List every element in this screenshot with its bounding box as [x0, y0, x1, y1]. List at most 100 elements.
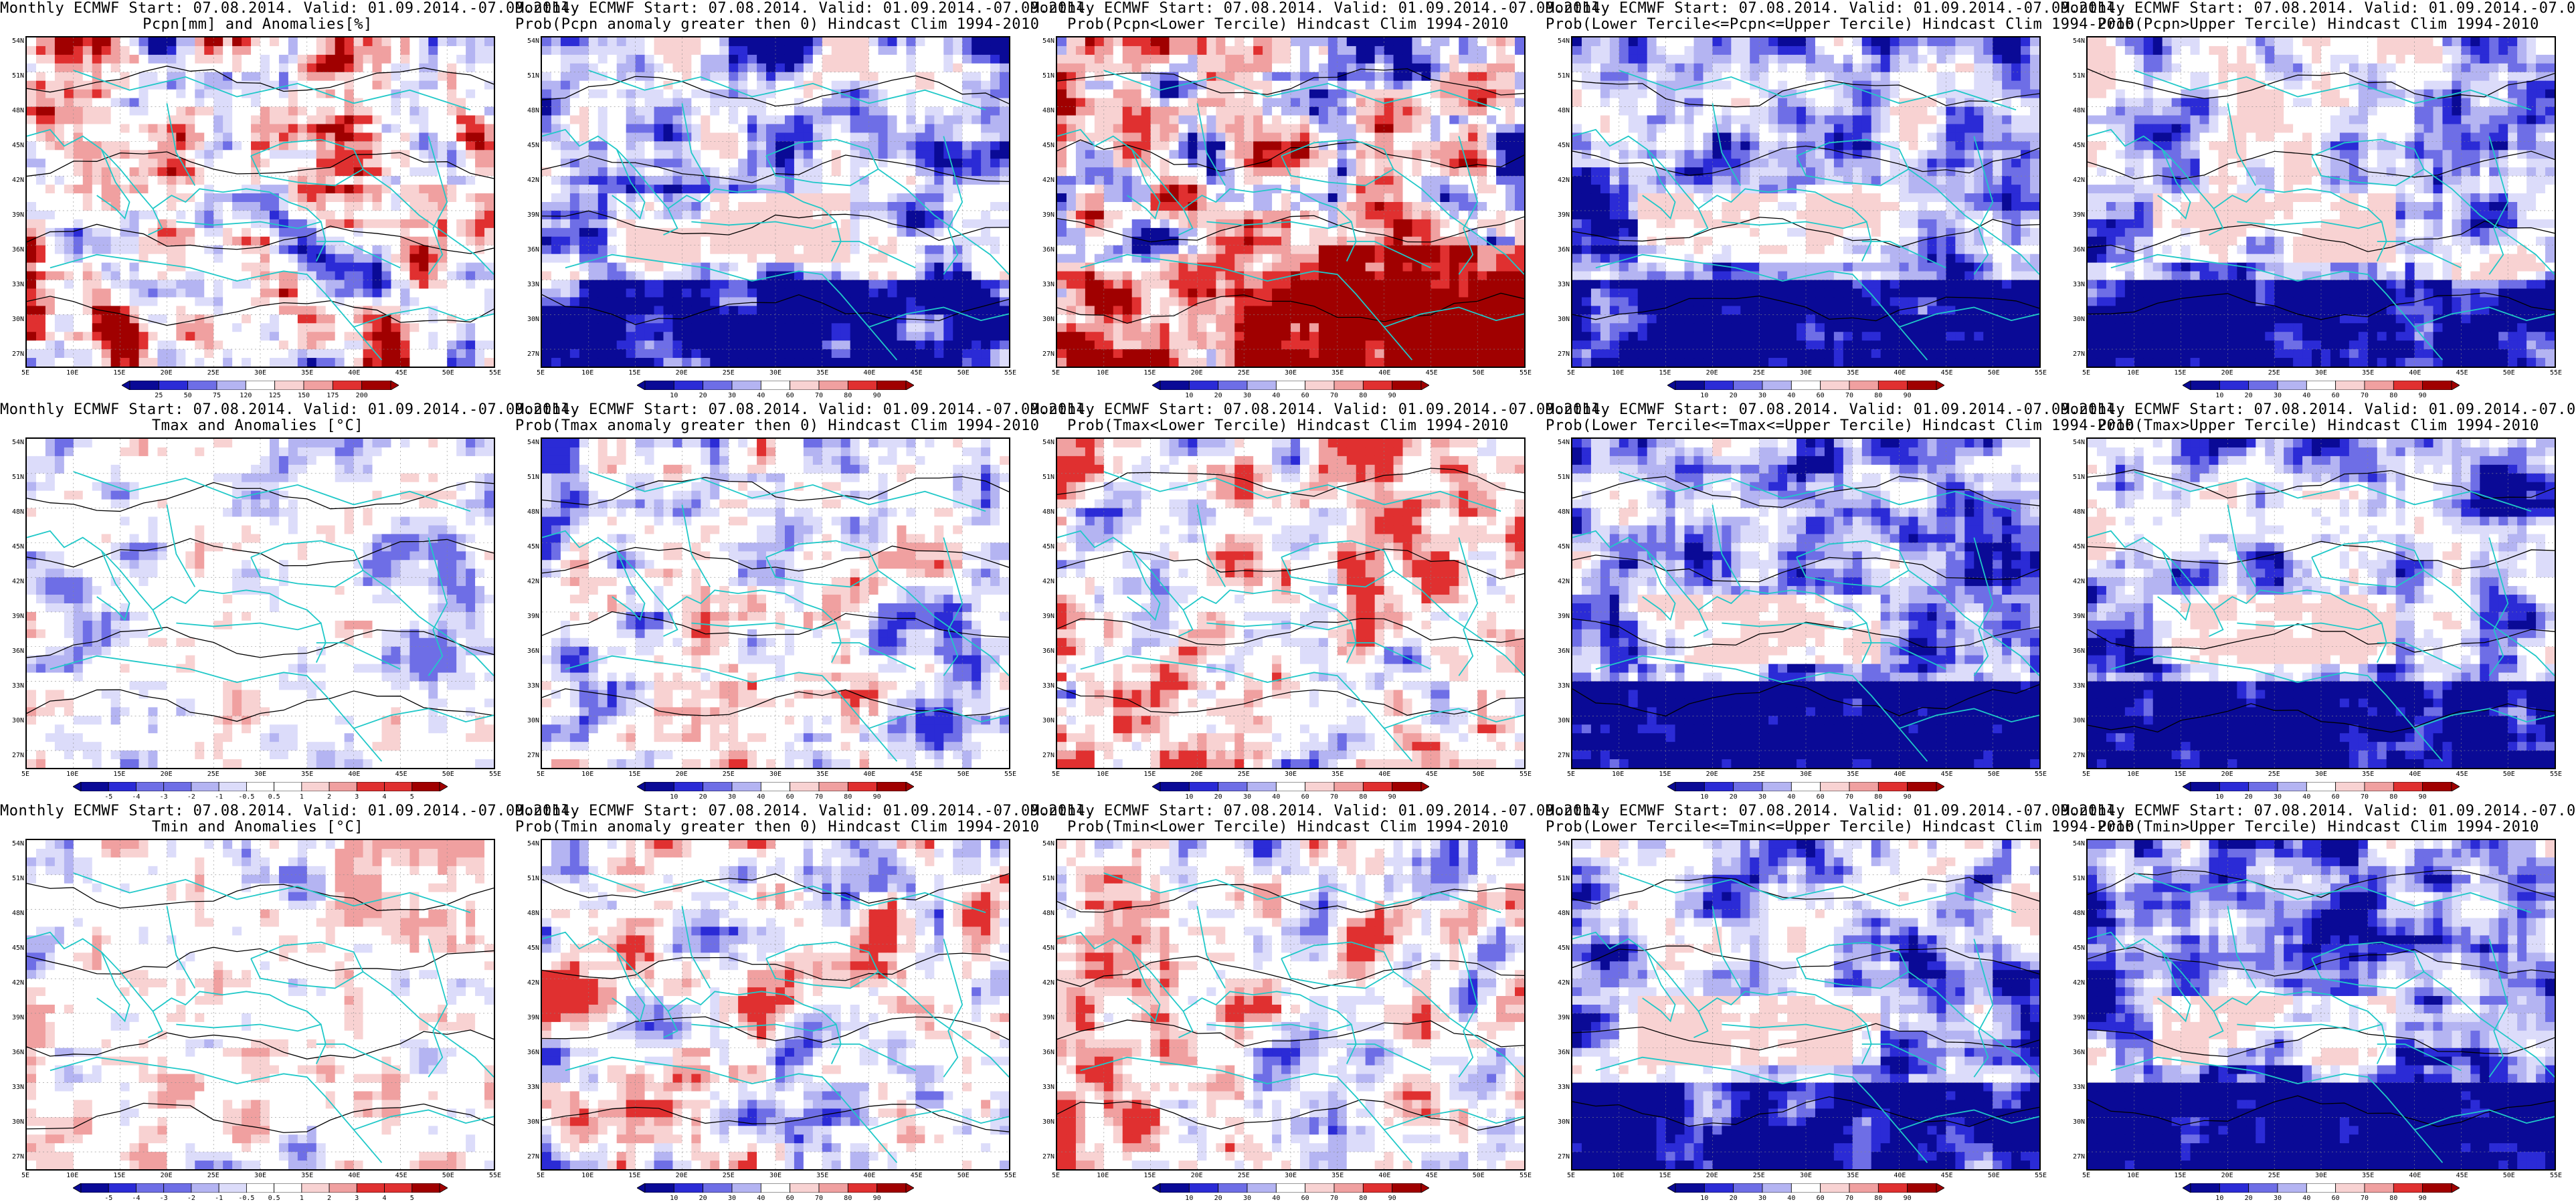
field-cell — [204, 288, 214, 298]
field-cell — [64, 288, 74, 298]
field-cell — [794, 98, 804, 108]
field-cell — [438, 150, 448, 159]
field-cell — [1066, 150, 1077, 159]
field-cell — [1103, 202, 1114, 211]
field-cell — [344, 202, 355, 211]
map-field[interactable] — [25, 36, 495, 368]
field-cell — [972, 167, 982, 177]
field-cell — [616, 332, 627, 341]
field-cell — [1113, 124, 1123, 134]
field-cell — [1356, 159, 1366, 168]
field-cell — [306, 37, 317, 47]
field-cell — [691, 280, 701, 290]
field-cell — [579, 185, 589, 194]
field-cell — [475, 219, 485, 229]
field-cell — [466, 124, 476, 134]
field-cell — [542, 358, 552, 367]
field-cell — [45, 227, 56, 237]
field-cell — [597, 63, 608, 73]
field-cell — [719, 193, 729, 203]
field-cell — [335, 262, 345, 272]
coastline — [542, 128, 678, 236]
field-cell — [82, 227, 93, 237]
field-cell — [784, 45, 795, 56]
field-cell — [1449, 167, 1459, 177]
field-cell — [1113, 202, 1123, 211]
field-cell — [812, 288, 823, 298]
field-cell — [1057, 106, 1067, 116]
field-cell — [110, 340, 121, 350]
field-cell — [943, 106, 953, 116]
panel-subtitle: Prob(Pcpn anomaly greater then 0) Hindca… — [515, 16, 1039, 33]
field-cell — [1412, 159, 1422, 168]
field-cell — [597, 185, 608, 194]
field-cell — [878, 358, 889, 367]
map-field[interactable] — [1056, 36, 1526, 368]
field-cell — [35, 141, 46, 150]
field-cell — [710, 193, 720, 203]
field-cell — [729, 141, 739, 150]
field-cell — [484, 159, 494, 168]
field-cell — [204, 306, 214, 315]
field-cell — [569, 63, 580, 73]
field-cell — [242, 80, 252, 90]
field-cell — [1505, 141, 1515, 150]
field-cell — [82, 176, 93, 185]
field-cell — [757, 37, 767, 47]
field-cell — [232, 193, 242, 203]
field-cell — [738, 37, 748, 47]
field-cell — [1178, 72, 1189, 82]
field-cell — [1365, 80, 1376, 90]
field-cell — [850, 132, 860, 142]
field-cell — [915, 124, 925, 134]
field-cell — [719, 227, 729, 237]
field-cell — [672, 340, 682, 350]
field-cell — [1150, 106, 1161, 116]
field-cell — [1272, 193, 1282, 203]
field-cell — [766, 124, 776, 134]
field-cell — [1075, 167, 1086, 177]
field-cell — [344, 219, 355, 229]
field-cell — [1346, 63, 1357, 73]
field-cell — [1113, 132, 1123, 142]
field-cell — [204, 219, 214, 229]
field-cell — [148, 306, 159, 315]
field-cell — [925, 219, 935, 229]
field-cell — [906, 297, 916, 306]
field-cell — [1216, 141, 1226, 150]
field-cell — [1263, 98, 1273, 108]
field-cell — [344, 89, 355, 99]
field-cell — [868, 115, 879, 125]
field-cell — [1057, 193, 1067, 203]
field-cell — [588, 262, 599, 272]
field-cell — [878, 106, 889, 116]
field-cell — [101, 306, 112, 315]
coastline — [565, 254, 898, 361]
map-field[interactable] — [541, 36, 1010, 368]
field-cell — [466, 63, 476, 73]
field-cell — [794, 167, 804, 177]
field-cell — [1281, 37, 1291, 47]
field-cell — [1384, 176, 1394, 185]
field-cell — [757, 115, 767, 125]
field-cell — [738, 80, 748, 90]
field-cell — [167, 262, 177, 272]
field-cell — [672, 236, 682, 246]
field-cell — [1337, 202, 1348, 211]
field-cell — [542, 98, 552, 108]
field-cell — [204, 37, 214, 47]
field-cell — [335, 288, 345, 298]
field-cell — [822, 167, 832, 177]
field-cell — [381, 323, 392, 332]
field-cell — [185, 72, 195, 82]
field-cell — [35, 98, 46, 108]
field-cell — [1384, 80, 1394, 90]
field-cell — [784, 89, 795, 99]
colorbar-tick-label: 70 — [809, 392, 829, 399]
field-cell — [812, 45, 823, 56]
field-cell — [972, 219, 982, 229]
field-cell — [831, 202, 842, 211]
field-cell — [1234, 141, 1245, 150]
field-cell — [185, 150, 195, 159]
field-cell — [757, 314, 767, 324]
